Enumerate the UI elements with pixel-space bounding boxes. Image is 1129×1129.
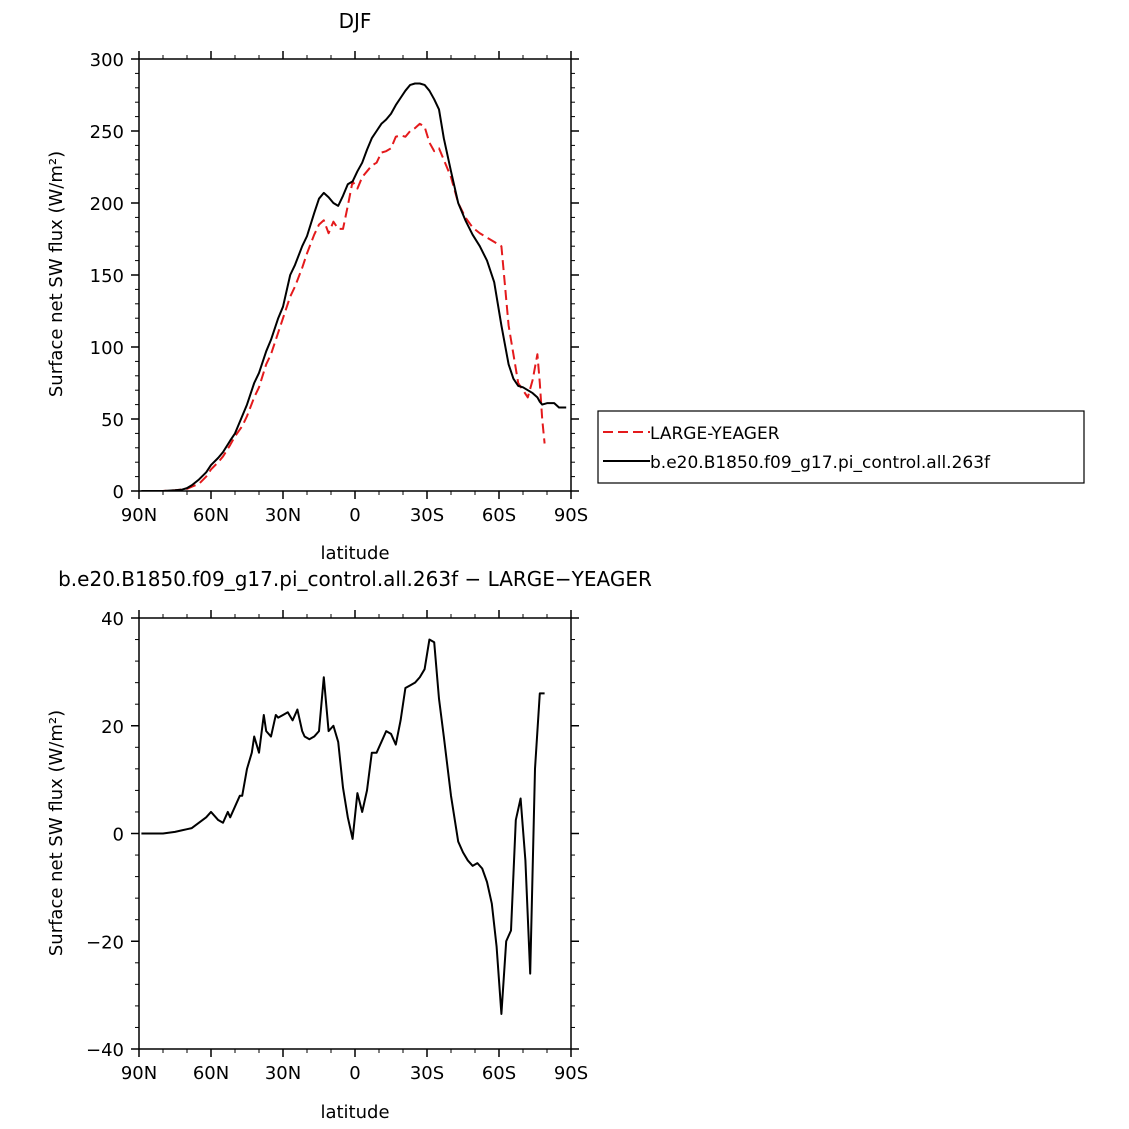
top-y-tick-label: 300 bbox=[90, 50, 124, 71]
bottom-x-tick-label: 90N bbox=[121, 1063, 157, 1084]
top-x-tick-label: 0 bbox=[349, 505, 360, 526]
bottom-x-tick-label: 60S bbox=[482, 1063, 516, 1084]
top-x-tick-label: 30S bbox=[410, 505, 444, 526]
top-y-axis-label: Surface net SW flux (W/m²) bbox=[46, 151, 67, 397]
top-y-tick-label: 50 bbox=[101, 410, 124, 431]
top-y-tick-label: 250 bbox=[90, 122, 124, 143]
top-plot-area: 90N 60N 30N 0 30S 60S 90S 0 50 100 150 200 250 300 bbox=[90, 50, 589, 526]
top-x-axis-label: latitude bbox=[320, 543, 389, 564]
bottom-x-tick-label: 0 bbox=[349, 1063, 360, 1084]
bottom-y-tick-label: −40 bbox=[86, 1040, 124, 1061]
top-y-tick-label: 150 bbox=[90, 266, 124, 287]
bottom-x-tick-label: 30S bbox=[410, 1063, 444, 1084]
legend-label-large-yeager: LARGE-YEAGER bbox=[650, 424, 780, 444]
legend-label-control: b.e20.B1850.f09_g17.pi_control.all.263f bbox=[650, 453, 991, 473]
top-y-tick-label: 0 bbox=[113, 482, 124, 503]
top-x-tick-label: 90N bbox=[121, 505, 157, 526]
bottom-series-line-difference bbox=[141, 638, 545, 1015]
top-chart-title: DJF bbox=[339, 9, 372, 33]
bottom-y-tick-label: −20 bbox=[86, 932, 124, 953]
bottom-plot-area: 90N 60N 30N 0 30S 60S 90S −40 −20 0 20 40 bbox=[86, 609, 588, 1084]
top-x-tick-label: 30N bbox=[265, 505, 301, 526]
top-y-tick-label: 100 bbox=[90, 338, 124, 359]
bottom-chart-panel: b.e20.B1850.f09_g17.pi_control.all.263f … bbox=[46, 567, 652, 1123]
bottom-y-tick-label: 40 bbox=[101, 609, 124, 630]
bottom-chart-title: b.e20.B1850.f09_g17.pi_control.all.263f … bbox=[58, 567, 652, 591]
top-series-line-b-e20-b1850-f09-g17-pi-control-all-263f bbox=[141, 82, 567, 491]
bottom-y-tick-label: 20 bbox=[101, 717, 124, 738]
bottom-x-axis-label: latitude bbox=[320, 1102, 389, 1123]
top-chart-panel: DJF 90N 60N 30N 0 30S 60S 90S 0 50 100 150 200 250 30… bbox=[46, 9, 588, 564]
bottom-x-tick-label: 60N bbox=[193, 1063, 229, 1084]
bottom-y-tick-label: 0 bbox=[113, 825, 124, 846]
top-series-line-large-yeager bbox=[141, 122, 546, 491]
legend: LARGE-YEAGER b.e20.B1850.f09_g17.pi_cont… bbox=[597, 410, 1085, 484]
top-x-tick-label: 60N bbox=[193, 505, 229, 526]
top-x-tick-label: 60S bbox=[482, 505, 516, 526]
legend-box bbox=[597, 410, 1085, 484]
top-y-tick-label: 200 bbox=[90, 194, 124, 215]
top-x-tick-label: 90S bbox=[554, 505, 588, 526]
bottom-x-tick-label: 30N bbox=[265, 1063, 301, 1084]
bottom-y-axis-label: Surface net SW flux (W/m²) bbox=[46, 710, 67, 956]
bottom-x-tick-label: 90S bbox=[554, 1063, 588, 1084]
